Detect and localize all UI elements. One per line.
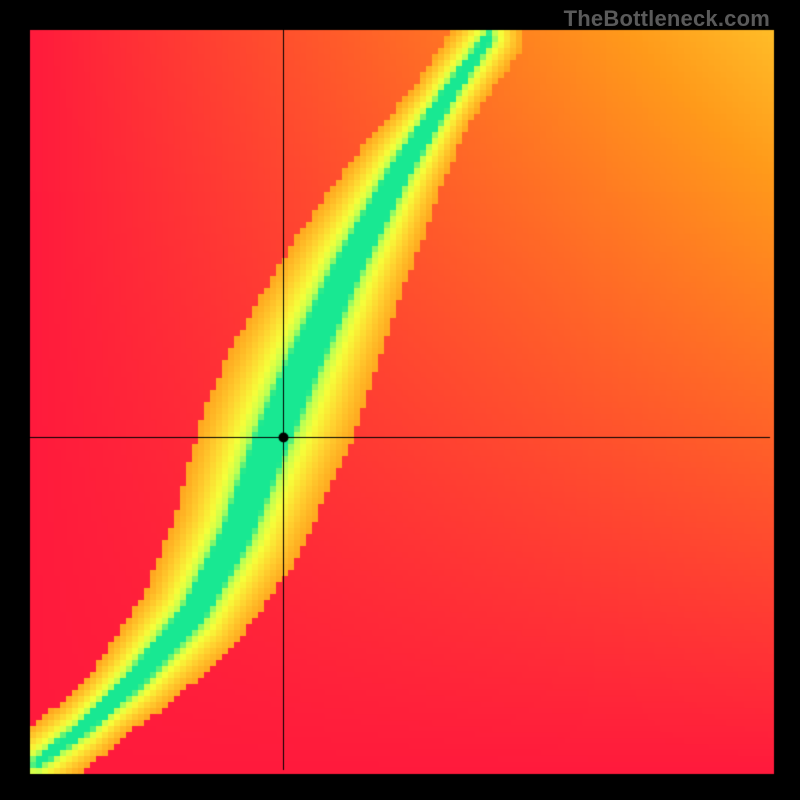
watermark-label: TheBottleneck.com bbox=[564, 6, 770, 32]
chart-stage: TheBottleneck.com bbox=[0, 0, 800, 800]
bottleneck-heatmap bbox=[0, 0, 800, 800]
